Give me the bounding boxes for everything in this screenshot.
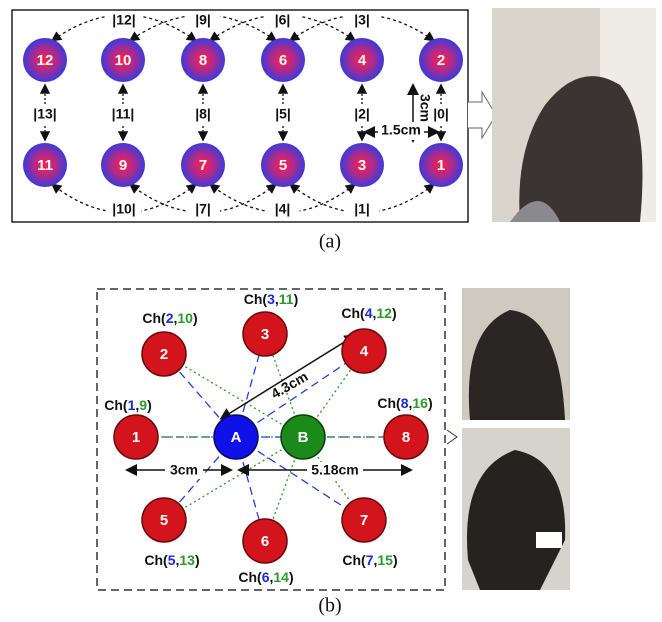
channel-part: Ch( bbox=[142, 310, 166, 326]
source-label: A bbox=[231, 429, 242, 446]
channel-part: Ch( bbox=[341, 305, 365, 321]
channel-label: Ch(8,16) bbox=[377, 395, 432, 411]
channel-part: 15 bbox=[377, 552, 393, 568]
photo bbox=[462, 288, 570, 590]
channel-part: ) bbox=[294, 291, 299, 307]
channel-part: Ch( bbox=[238, 569, 262, 585]
channel-part: Ch( bbox=[104, 397, 128, 413]
channel-part: 10 bbox=[177, 310, 193, 326]
channel-part: 3 bbox=[267, 291, 275, 307]
panel-a-frame bbox=[12, 10, 468, 222]
optode-label: 4 bbox=[358, 52, 367, 69]
channel-part: 16 bbox=[412, 395, 428, 411]
channel-label: |5| bbox=[275, 106, 291, 122]
optode-label: 3 bbox=[358, 157, 366, 174]
channel-part: 8 bbox=[401, 395, 409, 411]
optode-label: 2 bbox=[437, 52, 445, 69]
channel-label: |8| bbox=[195, 106, 211, 122]
detector-label: 8 bbox=[402, 429, 410, 446]
channel-part: 6 bbox=[262, 569, 270, 585]
channel-label: Ch(6,14) bbox=[238, 569, 293, 585]
detector-label: 5 bbox=[160, 512, 168, 529]
detector-label: 2 bbox=[160, 346, 168, 363]
channel-part: 14 bbox=[273, 569, 289, 585]
distance-label: 5.18cm bbox=[311, 462, 358, 478]
channel-part: ) bbox=[147, 397, 152, 413]
arrow bbox=[447, 430, 457, 444]
channel-part: ) bbox=[193, 310, 198, 326]
optode-label: 5 bbox=[279, 157, 287, 174]
detector-label: 3 bbox=[261, 326, 269, 343]
channel-label: |2| bbox=[354, 106, 370, 122]
distance-label: 1.5cm bbox=[381, 122, 421, 138]
optode-label: 1 bbox=[437, 157, 445, 174]
optode-label: 8 bbox=[199, 52, 207, 69]
distance-label: 3cm bbox=[170, 462, 198, 478]
channel-label: |13| bbox=[33, 106, 56, 122]
optode-label: 11 bbox=[37, 157, 53, 174]
channel-label: |10| bbox=[112, 201, 135, 217]
channel-label: |9| bbox=[195, 12, 211, 28]
optode-label: 12 bbox=[37, 52, 54, 69]
channel-label: Ch(4,12) bbox=[341, 305, 396, 321]
channel-label: Ch(7,15) bbox=[342, 552, 397, 568]
channel-label: |7| bbox=[195, 201, 211, 217]
panel-a: |12||10||9||7||6||4||3||1||13|1211|11|10… bbox=[12, 8, 656, 222]
photo bbox=[492, 8, 656, 222]
channel-part: ) bbox=[393, 552, 398, 568]
optode-label: 9 bbox=[119, 157, 127, 174]
channel-part: 4 bbox=[365, 305, 373, 321]
channel-part: ) bbox=[392, 305, 397, 321]
channel-part: 13 bbox=[179, 552, 195, 568]
distance-label: 4.3cm bbox=[268, 368, 310, 402]
channel-part: ) bbox=[428, 395, 433, 411]
caption: (a) bbox=[319, 231, 341, 253]
channel-label: |1| bbox=[354, 201, 370, 217]
channel-part: 12 bbox=[376, 305, 392, 321]
channel-part: 5 bbox=[168, 552, 176, 568]
source-label: B bbox=[298, 429, 309, 446]
channel-part: 7 bbox=[366, 552, 374, 568]
channel-label: Ch(2,10) bbox=[142, 310, 197, 326]
figure: |12||10||9||7||6||4||3||1||13|1211|11|10… bbox=[0, 0, 662, 622]
optode-label: 10 bbox=[115, 52, 132, 69]
detector-label: 1 bbox=[132, 429, 140, 446]
arrow bbox=[468, 92, 496, 138]
channel-label: |6| bbox=[275, 12, 291, 28]
channel-part: ) bbox=[195, 552, 200, 568]
caption: (b) bbox=[318, 595, 341, 617]
channel-label: Ch(1,9) bbox=[104, 397, 151, 413]
detector-label: 4 bbox=[360, 343, 369, 360]
channel-label: |11| bbox=[112, 106, 135, 122]
detector-label: 7 bbox=[360, 512, 368, 529]
channel-part: ) bbox=[289, 569, 294, 585]
optode-label: 7 bbox=[199, 157, 207, 174]
optode-label: 6 bbox=[279, 52, 287, 69]
channel-part: 9 bbox=[139, 397, 147, 413]
channel-label: Ch(3,11) bbox=[244, 291, 299, 307]
channel-label: |0| bbox=[433, 106, 449, 122]
channel-part: 2 bbox=[166, 310, 174, 326]
channel-part: Ch( bbox=[377, 395, 401, 411]
channel-part: Ch( bbox=[244, 291, 268, 307]
channel-part: 1 bbox=[128, 397, 136, 413]
distance-label: 3cm bbox=[417, 94, 433, 122]
detector-label: 6 bbox=[261, 533, 269, 550]
channel-label: |4| bbox=[275, 201, 291, 217]
channel-part: 11 bbox=[279, 291, 294, 307]
channel-label: Ch(5,13) bbox=[144, 552, 199, 568]
channel-part: Ch( bbox=[144, 552, 168, 568]
channel-label: |12| bbox=[112, 12, 135, 28]
channel-label: |3| bbox=[354, 12, 370, 28]
channel-part: Ch( bbox=[342, 552, 366, 568]
